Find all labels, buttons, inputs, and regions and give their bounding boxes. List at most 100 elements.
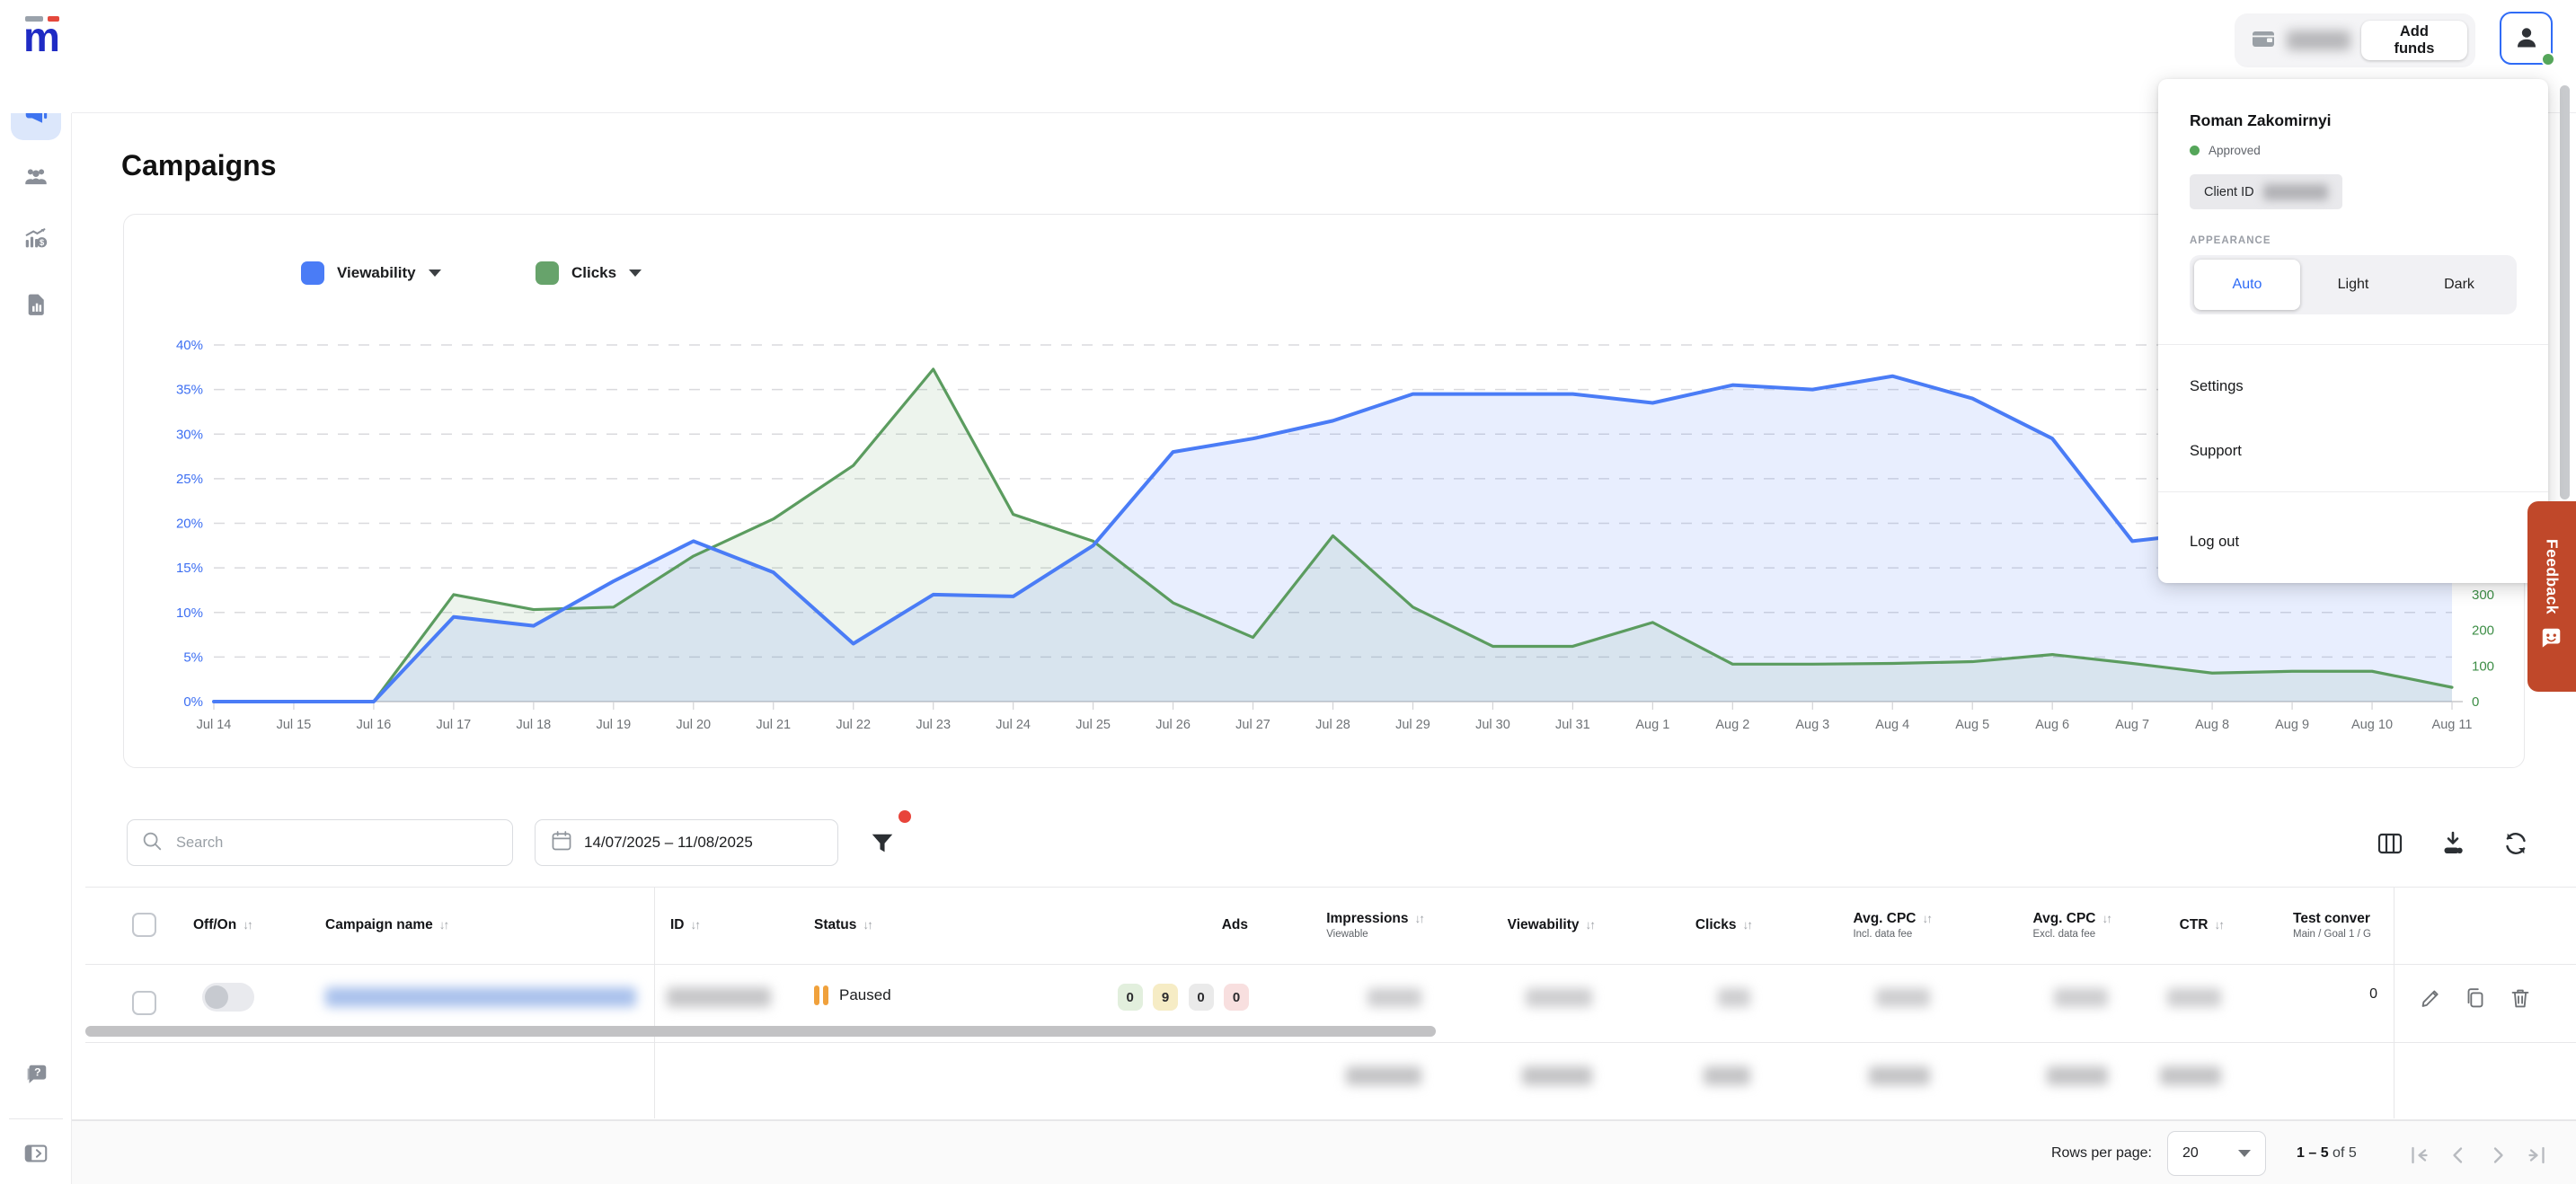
sort-arrows-icon[interactable]: ↓↑: [1585, 918, 1596, 932]
summary-impressions-redacted: [1346, 1066, 1421, 1085]
x-axis-label: Jul 23: [916, 718, 951, 732]
legend-clicks[interactable]: Clicks: [536, 261, 642, 285]
theme-option-auto[interactable]: Auto: [2194, 260, 2300, 310]
column-sublabel: Viewable: [1326, 929, 1368, 940]
brand-logo[interactable]: m: [22, 9, 72, 63]
sort-arrows-icon[interactable]: ↓↑: [1922, 912, 1933, 925]
feedback-tab[interactable]: Feedback: [2527, 501, 2576, 692]
sort-arrows-icon[interactable]: ↓↑: [2102, 912, 2112, 925]
column-label: Status: [814, 917, 857, 932]
column-header-id[interactable]: ID ↓↑: [654, 887, 791, 964]
client-id-chip[interactable]: Client ID: [2190, 174, 2342, 209]
chevron-down-icon: [428, 269, 441, 277]
sort-arrows-icon[interactable]: ↓↑: [863, 918, 872, 932]
column-header-status[interactable]: Status ↓↑: [791, 887, 970, 964]
column-header-offon[interactable]: Off/On ↓↑: [175, 887, 297, 964]
person-icon: [2512, 22, 2541, 54]
x-axis-label: Aug 10: [2351, 718, 2393, 732]
next-page-button[interactable]: [2485, 1143, 2510, 1168]
x-axis-label: Jul 28: [1315, 718, 1350, 732]
previous-page-button[interactable]: [2446, 1143, 2471, 1168]
column-sublabel: Main / Goal 1 / G: [2293, 929, 2371, 940]
sort-arrows-icon[interactable]: ↓↑: [438, 918, 449, 932]
copy-icon: [2467, 988, 2483, 1008]
column-header-avg-cpc-incl[interactable]: Avg. CPC ↓↑ Incl. data fee: [1766, 887, 1945, 964]
theme-option-light[interactable]: Light: [2337, 277, 2369, 292]
search-input[interactable]: [174, 833, 480, 853]
legend-clicks-label: Clicks: [571, 264, 617, 281]
select-all-checkbox[interactable]: [132, 913, 156, 937]
ads-badge-red[interactable]: 0: [1224, 984, 1249, 1011]
columns-button[interactable]: [2373, 826, 2407, 861]
approved-status-dot: [2190, 146, 2200, 155]
first-page-button[interactable]: [2406, 1143, 2431, 1168]
sidebar-item-collapse[interactable]: [11, 1130, 61, 1180]
sidebar-item-audiences[interactable]: [11, 153, 61, 203]
feedback-label: Feedback: [2543, 538, 2562, 614]
clicks-swatch: [536, 261, 559, 285]
left-axis-label: 20%: [176, 517, 203, 532]
ads-badge-neutral[interactable]: 0: [1188, 984, 1214, 1011]
x-axis-label: Jul 14: [197, 718, 232, 732]
ads-badge-yellow[interactable]: 9: [1153, 984, 1179, 1011]
duplicate-button[interactable]: [2462, 985, 2489, 1012]
vertical-scrollbar[interactable]: [2560, 85, 2570, 499]
x-axis-label: Aug 6: [2035, 718, 2069, 732]
balance-redacted: [2287, 31, 2350, 50]
column-header-campaign-name[interactable]: Campaign name ↓↑: [297, 887, 654, 964]
sort-arrows-icon[interactable]: ↓↑: [690, 918, 701, 932]
column-header-avg-cpc-excl[interactable]: Avg. CPC ↓↑ Excl. data fee: [1945, 887, 2125, 964]
row-checkbox[interactable]: [132, 991, 156, 1015]
sort-arrows-icon[interactable]: ↓↑: [1414, 912, 1425, 925]
date-range-picker[interactable]: 14/07/2025 – 11/08/2025: [535, 819, 838, 866]
left-axis-label: 35%: [176, 383, 203, 398]
column-header-impressions[interactable]: Impressions ↓↑ Viewable: [1262, 887, 1438, 964]
test-conversions-value: 0: [2369, 986, 2377, 1002]
status-cell: Paused: [814, 985, 891, 1005]
wallet-icon: [2251, 26, 2276, 56]
sidebar-item-performance[interactable]: $: [11, 216, 61, 266]
campaign-name-redacted[interactable]: [325, 987, 636, 1007]
sidebar: $ ?: [0, 0, 72, 1184]
column-header-viewability[interactable]: Viewability ↓↑: [1438, 887, 1608, 964]
legend-viewability-label: Viewability: [337, 264, 416, 281]
download-button[interactable]: [2436, 826, 2470, 861]
sort-arrows-icon[interactable]: ↓↑: [1742, 918, 1753, 932]
viewability-swatch: [301, 261, 324, 285]
svg-text:$: $: [40, 238, 45, 247]
menu-item-logout[interactable]: Log out: [2190, 533, 2240, 550]
horizontal-scrollbar[interactable]: [85, 1026, 1436, 1037]
x-axis-label: Jul 31: [1555, 718, 1590, 732]
sidebar-item-reports[interactable]: [11, 281, 61, 331]
campaign-toggle[interactable]: [202, 983, 254, 1012]
column-header-clicks[interactable]: Clicks ↓↑: [1608, 887, 1766, 964]
sort-arrows-icon[interactable]: ↓↑: [2214, 918, 2225, 932]
column-header-ctr[interactable]: CTR ↓↑: [2125, 887, 2237, 964]
refresh-button[interactable]: [2499, 826, 2533, 861]
sort-arrows-icon[interactable]: ↓↑: [243, 918, 252, 932]
legend-viewability[interactable]: Viewability: [301, 261, 441, 285]
feedback-smiley-icon: [2540, 626, 2563, 654]
first-page-icon: [2412, 1146, 2428, 1164]
add-funds-button[interactable]: Add funds: [2360, 21, 2467, 60]
ads-badge-green[interactable]: 0: [1117, 984, 1143, 1011]
menu-item-settings[interactable]: Settings: [2190, 377, 2244, 394]
rows-per-page-select[interactable]: 20: [2167, 1131, 2266, 1176]
filter-funnel-icon: [872, 834, 893, 853]
viewability-line: [212, 374, 2454, 703]
last-page-button[interactable]: [2525, 1143, 2550, 1168]
x-axis-label: Aug 2: [1715, 718, 1749, 732]
left-axis-label: 5%: [183, 649, 203, 665]
columns-icon: [2377, 833, 2403, 854]
sidebar-item-help[interactable]: ?: [11, 1051, 61, 1101]
edit-button[interactable]: [2417, 985, 2444, 1012]
people-icon: [22, 163, 49, 194]
x-axis-label: Jul 30: [1475, 718, 1510, 732]
filter-button[interactable]: [864, 826, 900, 861]
left-axis-label: 15%: [176, 561, 203, 576]
theme-option-dark[interactable]: Dark: [2444, 277, 2474, 292]
menu-item-support[interactable]: Support: [2190, 442, 2242, 459]
delete-button[interactable]: [2507, 985, 2534, 1012]
help-chat-icon: ?: [22, 1061, 49, 1092]
pagination-range: 1 – 5 of 5: [2297, 1145, 2357, 1161]
